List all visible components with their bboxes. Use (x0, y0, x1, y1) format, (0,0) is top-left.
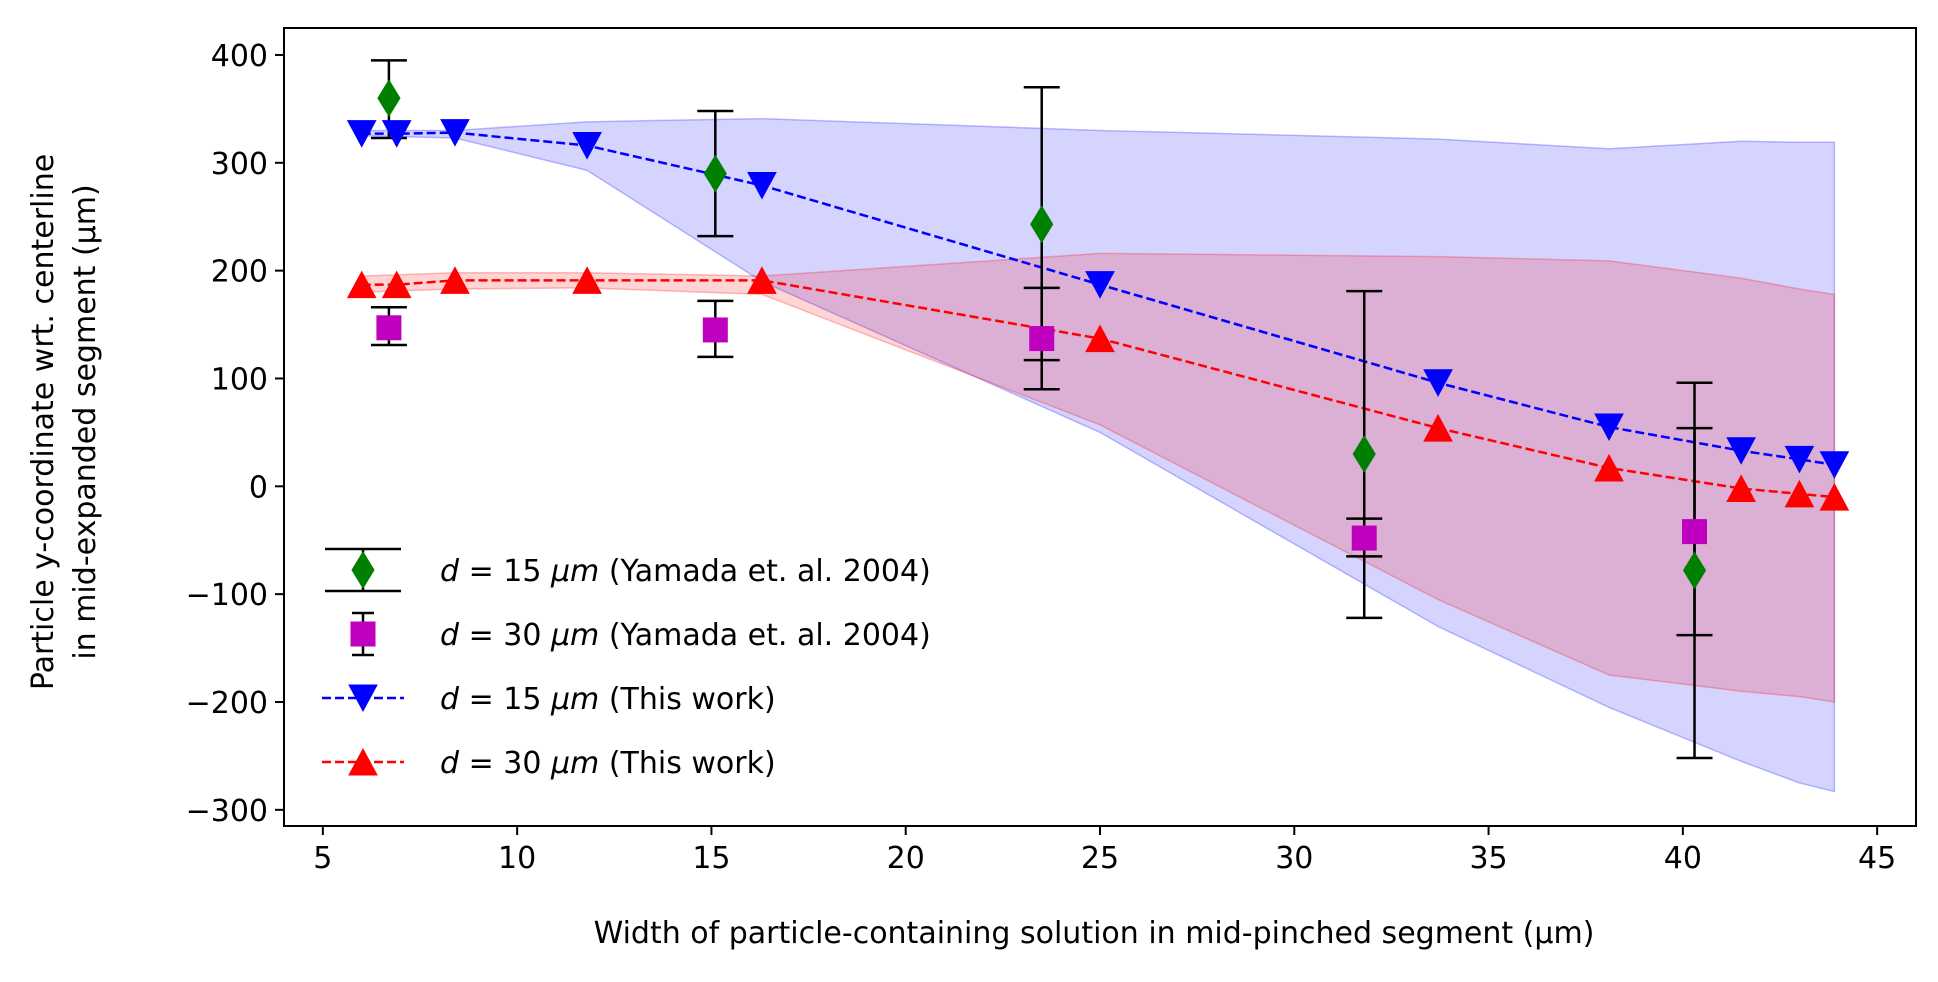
y-axis-label-line2: in mid-expanded segment (μm) (68, 184, 103, 659)
data-point-series-3 (572, 266, 602, 294)
x-axis-label: Width of particle-containing solution in… (594, 916, 1595, 951)
x-tick-label: 20 (887, 841, 925, 876)
data-point-series-2 (1819, 451, 1850, 479)
data-point-series-2 (747, 171, 777, 200)
legend-label: d = 30 μm (Yamada et. al. 2004) (440, 618, 931, 653)
y-tick-label: 200 (211, 255, 268, 290)
confidence-bands (360, 117, 1836, 793)
data-point-series-3 (1784, 479, 1815, 508)
confidence-band-series-3 (360, 252, 1836, 703)
data-markers (346, 79, 1850, 590)
confidence-band-series-2 (360, 117, 1836, 793)
data-point-series-2 (1726, 437, 1756, 465)
y-tick-label: 0 (249, 470, 268, 505)
data-point-series-2 (1423, 369, 1453, 397)
legend-label: d = 15 μm (This work) (440, 682, 776, 717)
data-point-series-0 (377, 79, 401, 118)
data-point-series-1 (702, 317, 728, 343)
data-point-series-3 (747, 266, 777, 294)
y-tick-label: 300 (211, 147, 268, 182)
data-point-series-2 (1594, 413, 1624, 442)
legend-label: d = 30 μm (This work) (440, 746, 776, 781)
legend-label: d = 15 μm (Yamada et. al. 2004) (440, 554, 931, 589)
data-point-series-1 (1351, 525, 1377, 551)
data-point-series-2 (346, 120, 377, 148)
legend-marker (350, 621, 376, 647)
data-point-series-3 (346, 270, 377, 299)
y-tick-label: −300 (186, 794, 268, 829)
data-point-series-0 (1352, 435, 1376, 473)
y-tick-label: −200 (186, 686, 268, 721)
data-point-series-3 (440, 266, 470, 294)
data-point-series-3 (1819, 483, 1850, 511)
x-tick-label: 25 (1081, 841, 1119, 876)
data-point-series-2 (440, 119, 470, 147)
x-tick-label: 40 (1664, 841, 1702, 876)
x-tick-label: 5 (313, 841, 332, 876)
legend: d = 15 μm (Yamada et. al. 2004) d = 30 μm… (322, 547, 931, 781)
data-point-series-3 (1594, 453, 1624, 482)
y-tick-label: 400 (211, 39, 268, 74)
x-tick-label: 30 (1275, 841, 1313, 876)
legend-marker (351, 551, 375, 589)
y-tick-label: −100 (186, 578, 268, 613)
data-point-series-3 (381, 270, 412, 299)
x-tick-label: 10 (498, 841, 536, 876)
data-point-series-3 (1423, 414, 1453, 442)
data-point-series-2 (572, 132, 602, 160)
y-axis-label-line1: Particle y-coordinate wrt. centerline (26, 154, 61, 690)
data-point-series-1 (1682, 519, 1708, 545)
y-axis-ticks: 400 300 200 100 0 −100 −200 −300 (186, 39, 284, 829)
legend-marker (348, 747, 378, 776)
data-point-series-3 (1085, 324, 1115, 353)
legend-marker (348, 684, 378, 713)
y-tick-label: 100 (211, 362, 268, 397)
x-axis-ticks: 5 10 15 20 25 30 35 40 45 (313, 826, 1896, 876)
data-point-series-2 (1784, 445, 1815, 474)
data-point-series-3 (1726, 474, 1756, 502)
data-point-series-1 (1029, 326, 1055, 352)
data-point-series-1 (376, 315, 402, 341)
data-point-series-0 (703, 154, 727, 193)
x-tick-label: 35 (1469, 841, 1507, 876)
data-point-series-2 (1085, 271, 1115, 299)
x-tick-label: 15 (692, 841, 730, 876)
data-point-series-0 (1030, 205, 1054, 244)
x-tick-label: 45 (1858, 841, 1896, 876)
data-point-series-2 (381, 120, 412, 148)
data-point-series-0 (1682, 551, 1707, 590)
